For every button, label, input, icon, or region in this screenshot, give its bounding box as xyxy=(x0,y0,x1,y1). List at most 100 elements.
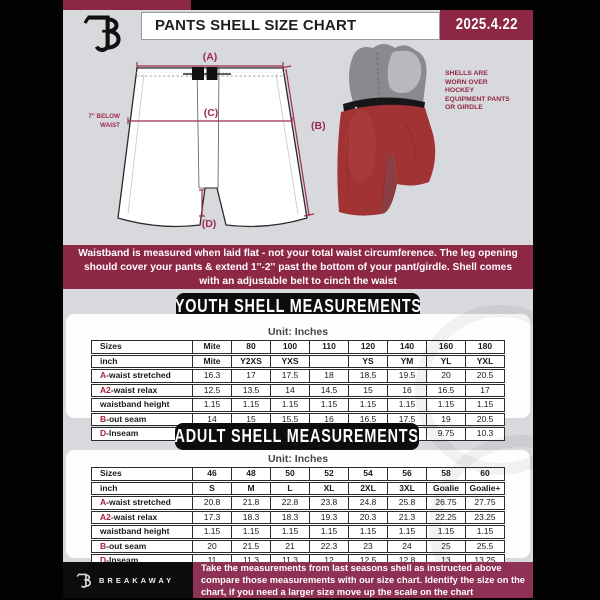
table-cell: 17 xyxy=(232,369,271,383)
table-cell: Y2XS xyxy=(232,354,271,368)
table-cell: 160 xyxy=(427,340,466,354)
table-cell: Mite xyxy=(193,354,232,368)
table-cell: 60 xyxy=(466,467,505,481)
table-row: waistband height 1.15 1.15 1.15 1.15 1.15 1.15… xyxy=(91,398,505,412)
row-label: Sizes xyxy=(91,340,193,354)
row-label: Sizes xyxy=(91,467,193,481)
photo-annotation: SHELLS ARE WORN OVER HOCKEY EQUIPMENT PA… xyxy=(445,70,510,112)
row-label: B-out seam xyxy=(91,412,193,426)
table-cell: 1.15 xyxy=(349,398,388,412)
table-cell: 19.5 xyxy=(388,369,427,383)
measurement-note-banner: Waistband is measured when laid flat - n… xyxy=(63,245,533,289)
table-cell: 20.5 xyxy=(466,369,505,383)
table-cell: 120 xyxy=(349,340,388,354)
youth-unit-label: Unit: Inches xyxy=(267,326,329,338)
table-cell: 18.5 xyxy=(349,369,388,383)
table-cell: 25.5 xyxy=(466,539,505,553)
table-cell: 18.3 xyxy=(232,510,271,524)
table-cell: M xyxy=(232,481,271,495)
row-label: inch xyxy=(91,354,193,368)
adult-measurements-table: Sizes 46 48 50 52 54 56 58 60 inch S M L XL 2XL 3XL Goal… xyxy=(91,466,505,569)
table-cell: 15 xyxy=(349,383,388,397)
table-row: A-waist stretched 20.8 21.8 22.8 23.8 24.8 25.… xyxy=(91,496,505,510)
table-cell: 19.3 xyxy=(310,510,349,524)
page-title: PANTS SHELL SIZE CHART xyxy=(141,12,440,40)
table-cell: Goalie xyxy=(427,481,466,495)
table-cell: 22.3 xyxy=(310,539,349,553)
brand-name: BREAKAWAY xyxy=(99,575,175,585)
table-cell: L xyxy=(271,481,310,495)
table-cell: 110 xyxy=(310,340,349,354)
adult-table-panel: Unit: Inches Sizes 46 48 50 52 54 56 58 60 inch S M… xyxy=(66,450,530,568)
table-cell: 17.5 xyxy=(271,369,310,383)
table-cell: 14.5 xyxy=(310,383,349,397)
table-row: B-out seam 20 21.5 21 22.3 23 24 25 25.5 xyxy=(91,539,505,553)
table-cell xyxy=(310,354,349,368)
table-cell: 20.3 xyxy=(349,510,388,524)
table-cell: 17.3 xyxy=(193,510,232,524)
table-cell: Goalie+ xyxy=(466,481,505,495)
table-cell: 1.15 xyxy=(193,525,232,539)
table-cell: Mite xyxy=(193,340,232,354)
youth-table-panel: Unit: Inches Sizes Mite 80 100 110 120 140 160 1… xyxy=(66,314,530,441)
adult-section-header: ADULT SHELL MEASUREMENTS xyxy=(175,423,419,450)
table-cell: 1.15 xyxy=(349,525,388,539)
table-row: Sizes 46 48 50 52 54 56 58 60 xyxy=(91,467,505,481)
table-cell: 20.8 xyxy=(193,496,232,510)
table-cell: XL xyxy=(310,481,349,495)
table-cell: YXS xyxy=(271,354,310,368)
table-cell: 1.15 xyxy=(427,525,466,539)
table-cell: 22.25 xyxy=(427,510,466,524)
table-cell: S xyxy=(193,481,232,495)
table-row: Sizes Mite 80 100 110 120 140 160 180 xyxy=(91,340,505,354)
table-row: A2-waist relax 17.3 18.3 18.3 19.3 20.3 21.3 22… xyxy=(91,510,505,524)
diagram-label-c: (C) xyxy=(204,107,219,119)
table-cell: 13.5 xyxy=(232,383,271,397)
table-cell: 9.75 xyxy=(427,427,466,441)
table-cell: 23.8 xyxy=(310,496,349,510)
table-cell: 26.75 xyxy=(427,496,466,510)
diagram-label-d: (D) xyxy=(202,218,217,230)
table-cell: 22.8 xyxy=(271,496,310,510)
table-cell: YS xyxy=(349,354,388,368)
waist-note-line2: WAIST xyxy=(100,122,120,129)
footer-brand-box: BREAKAWAY xyxy=(63,562,193,598)
table-cell: 48 xyxy=(232,467,271,481)
table-cell: 1.15 xyxy=(232,525,271,539)
table-cell: 14 xyxy=(271,383,310,397)
table-cell: 18.3 xyxy=(271,510,310,524)
table-cell: 12.5 xyxy=(193,383,232,397)
table-cell: 180 xyxy=(466,340,505,354)
adult-section-title: ADULT SHELL MEASUREMENTS xyxy=(174,426,420,446)
row-label: A2-waist relax xyxy=(91,383,193,397)
table-cell: YM xyxy=(388,354,427,368)
table-cell: 17 xyxy=(466,383,505,397)
table-cell: YXL xyxy=(466,354,505,368)
table-row: A2-waist relax 12.5 13.5 14 14.5 15 16 16.5 17 xyxy=(91,383,505,397)
table-cell: 25 xyxy=(427,539,466,553)
table-cell: 16.5 xyxy=(427,383,466,397)
table-cell: 58 xyxy=(427,467,466,481)
shell-photo xyxy=(337,44,436,216)
table-cell: 27.75 xyxy=(466,496,505,510)
table-row: A-waist stretched 16.3 17 17.5 18 18.5 19.5 20 2… xyxy=(91,369,505,383)
table-cell: 1.15 xyxy=(427,398,466,412)
table-cell: 56 xyxy=(388,467,427,481)
diagram-label-a: (A) xyxy=(203,51,218,63)
table-cell: 54 xyxy=(349,467,388,481)
table-cell: 1.15 xyxy=(310,525,349,539)
table-cell: 20 xyxy=(427,369,466,383)
table-cell: 1.15 xyxy=(388,525,427,539)
row-label: B-out seam xyxy=(91,539,193,553)
row-label: A2-waist relax xyxy=(91,510,193,524)
table-cell: 16.3 xyxy=(193,369,232,383)
row-label: A-waist stretched xyxy=(91,369,193,383)
table-cell: 21.8 xyxy=(232,496,271,510)
table-cell: 19 xyxy=(427,412,466,426)
diagram-label-b: (B) xyxy=(311,120,325,132)
table-cell: 46 xyxy=(193,467,232,481)
belt-buckle-icon xyxy=(192,67,204,80)
table-cell: 1.15 xyxy=(466,398,505,412)
table-cell: 3XL xyxy=(388,481,427,495)
